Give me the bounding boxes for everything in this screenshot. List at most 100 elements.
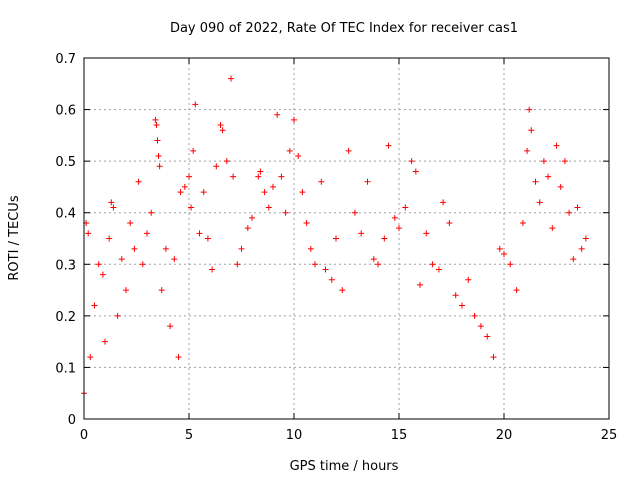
data-point [339, 287, 346, 294]
data-point [526, 106, 533, 113]
data-point [249, 214, 255, 221]
data-point [192, 101, 199, 108]
y-tick-label: 0.1 [55, 361, 76, 376]
y-tick-label: 0 [68, 413, 76, 428]
data-point [162, 245, 169, 252]
data-point [549, 225, 556, 232]
data-point [188, 204, 195, 211]
data-point [303, 220, 310, 227]
data-point [471, 312, 478, 319]
data-point [158, 287, 165, 294]
data-point [228, 75, 234, 82]
data-point [528, 127, 535, 134]
data-point [318, 178, 325, 185]
data-point [255, 173, 262, 180]
data-point [490, 354, 497, 361]
data-point [217, 122, 224, 129]
data-point [417, 281, 423, 288]
data-point [446, 220, 453, 227]
data-point [131, 245, 138, 252]
data-point [496, 245, 503, 252]
data-point [557, 183, 564, 190]
data-point [435, 266, 442, 273]
data-point [561, 158, 568, 165]
data-point [91, 302, 98, 309]
data-point [257, 168, 264, 175]
y-tick-label: 0.5 [55, 155, 76, 170]
data-point [200, 189, 207, 196]
y-tick-label: 0.3 [55, 258, 76, 273]
data-point [139, 261, 146, 268]
data-point [423, 230, 430, 237]
data-point [351, 209, 358, 216]
x-tick-label: 20 [496, 428, 513, 443]
data-point [135, 178, 142, 185]
data-point [532, 178, 539, 185]
data-point [291, 116, 297, 123]
data-point [553, 142, 560, 149]
data-point [156, 163, 163, 170]
data-point [148, 209, 155, 216]
data-point [484, 333, 491, 340]
data-point [574, 204, 581, 211]
data-point [385, 142, 392, 149]
y-tick-label: 0.6 [55, 104, 76, 119]
data-point [244, 225, 251, 232]
data-point [412, 168, 419, 175]
data-point [171, 256, 178, 263]
data-point [196, 230, 203, 237]
data-point [186, 173, 192, 180]
data-point [223, 158, 230, 165]
data-point [328, 276, 335, 283]
x-tick-label: 5 [185, 428, 193, 443]
data-point [286, 147, 293, 154]
data-point [274, 111, 281, 118]
data-point [123, 287, 129, 294]
data-point [278, 173, 285, 180]
data-point [370, 256, 377, 263]
data-point [95, 261, 102, 268]
data-point [299, 189, 306, 196]
data-point [87, 354, 94, 361]
data-point [167, 323, 174, 330]
data-point [429, 261, 436, 268]
data-point [477, 323, 484, 330]
data-point [282, 209, 289, 216]
data-point [322, 266, 329, 273]
data-point [127, 220, 134, 227]
data-point [465, 276, 472, 283]
data-point [209, 266, 216, 273]
x-tick-label: 0 [80, 428, 88, 443]
data-point [261, 189, 268, 196]
data-point [570, 256, 577, 263]
data-point [501, 250, 507, 257]
data-point [540, 158, 547, 165]
data-points [81, 75, 589, 397]
data-point [152, 116, 159, 123]
x-tick-label: 10 [286, 428, 303, 443]
data-point [155, 152, 162, 159]
data-point [204, 235, 211, 242]
data-point [154, 137, 161, 144]
data-point [507, 261, 514, 268]
data-point [102, 338, 108, 345]
data-point [181, 183, 188, 190]
data-point [99, 271, 106, 278]
data-point [312, 261, 318, 268]
data-point [545, 173, 552, 180]
data-point [219, 127, 226, 134]
data-point [270, 183, 276, 190]
data-point [295, 152, 302, 159]
data-point [578, 245, 585, 252]
data-point [452, 292, 459, 299]
data-point [108, 199, 115, 206]
data-point [265, 204, 272, 211]
data-point [358, 230, 365, 237]
data-point [230, 173, 237, 180]
y-axis-ticks: 0 0.1 0.2 0.3 0.4 0.5 0.6 0.7 [55, 52, 609, 428]
data-point [566, 209, 573, 216]
data-point [391, 214, 398, 221]
data-point [238, 245, 245, 252]
plot-frame [83, 57, 610, 420]
